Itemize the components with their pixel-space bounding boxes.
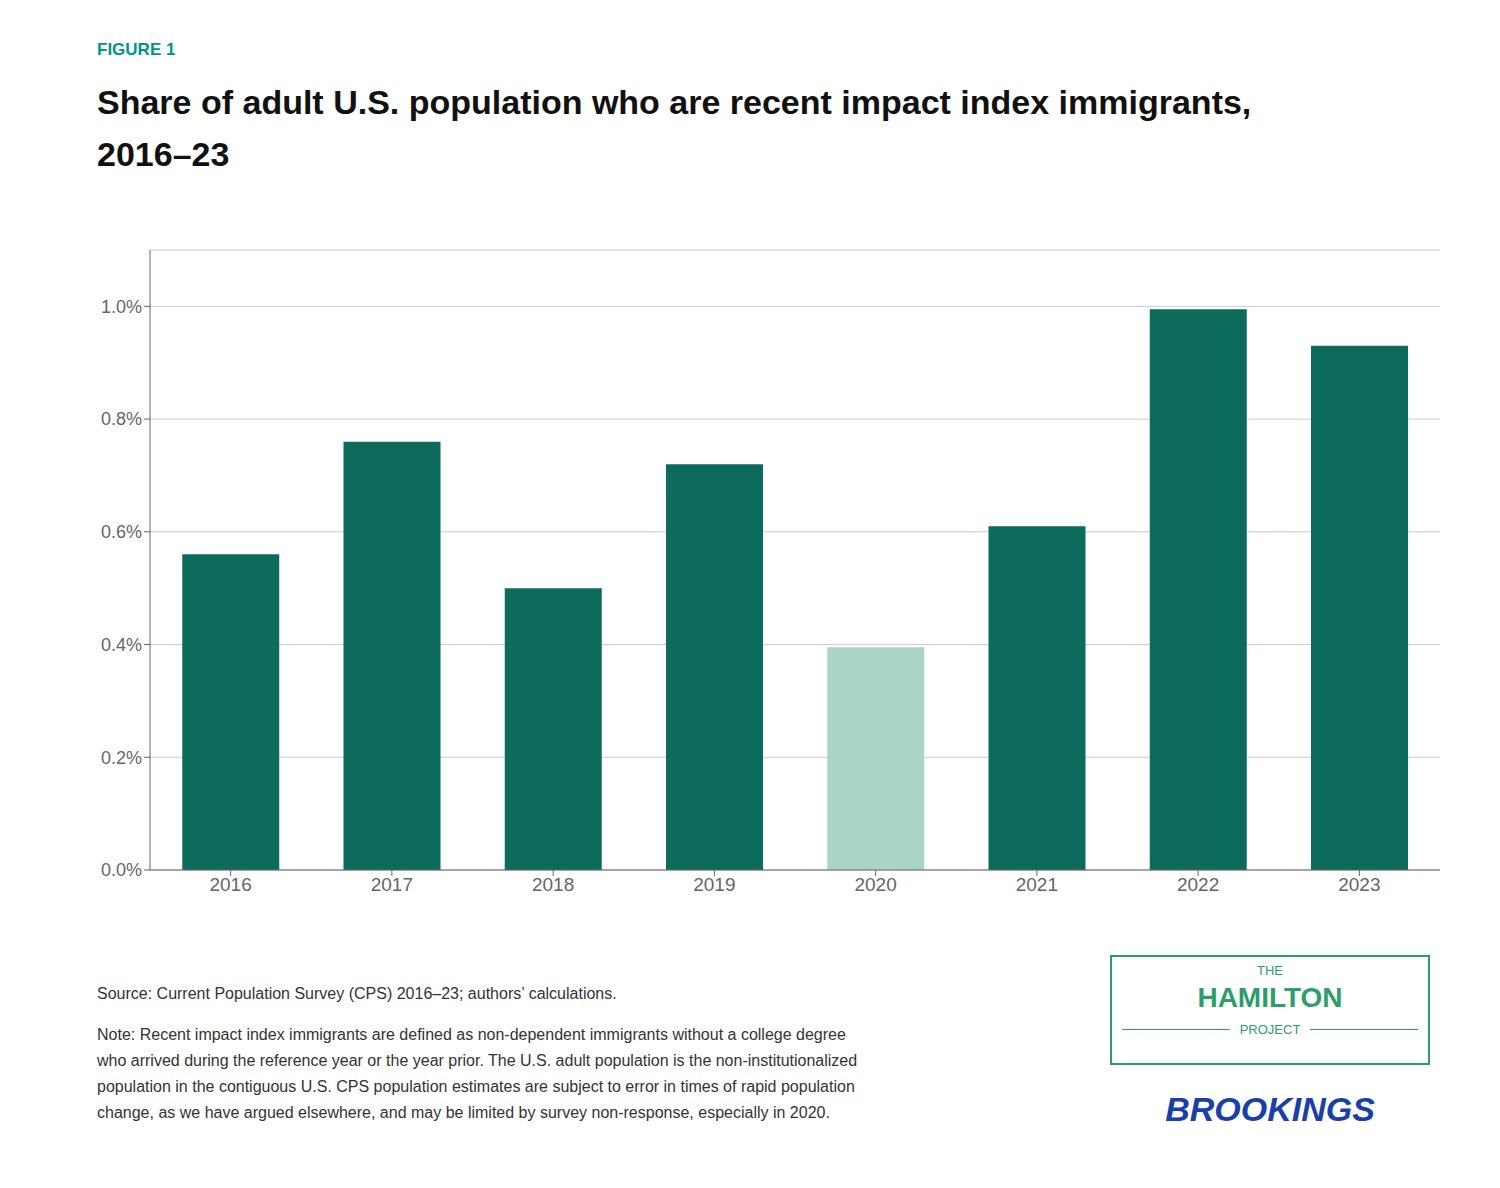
html-text:HAMILTON: HAMILTON: [1197, 982, 1343, 1013]
html-text:BROOKINGS: BROOKINGS: [1165, 1090, 1375, 1128]
html-text:Source: Current Population Sur: Source: Current Population Survey (CPS) …: [97, 985, 617, 1002]
svg-text:2020: 2020: [854, 874, 896, 895]
svg-text:2021: 2021: [1016, 874, 1058, 895]
svg-text:2022: 2022: [1177, 874, 1219, 895]
svg-text:1.0%: 1.0%: [101, 297, 142, 317]
html-text:population in the contiguous U: population in the contiguous U.S. CPS po…: [97, 1078, 855, 1095]
svg-text:0.8%: 0.8%: [101, 409, 142, 429]
svg-text:0.6%: 0.6%: [101, 522, 142, 542]
html-text:THE: THE: [1257, 963, 1283, 978]
html-text:Note: Recent impact index immi: Note: Recent impact index immigrants are…: [97, 1026, 846, 1043]
html-text:FIGURE 1: FIGURE 1: [97, 40, 176, 59]
svg-text:2017: 2017: [371, 874, 413, 895]
svg-text:0.0%: 0.0%: [101, 860, 142, 880]
html-text:2016–23: 2016–23: [97, 135, 230, 173]
html-text:Share of adult U.S. population: Share of adult U.S. population who are r…: [97, 83, 1252, 121]
html-text:PROJECT: PROJECT: [1239, 1022, 1301, 1037]
svg-text:0.4%: 0.4%: [101, 635, 142, 655]
svg-text:2023: 2023: [1338, 874, 1380, 895]
svg-text:2018: 2018: [532, 874, 574, 895]
svg-text:2016: 2016: [209, 874, 251, 895]
html-text:who arrived during the referen: who arrived during the reference year or…: [97, 1052, 858, 1069]
svg-text:2019: 2019: [693, 874, 735, 895]
svg-text:0.2%: 0.2%: [101, 748, 142, 768]
html-text:change, as we have argued else: change, as we have argued elsewhere, and…: [97, 1104, 830, 1121]
